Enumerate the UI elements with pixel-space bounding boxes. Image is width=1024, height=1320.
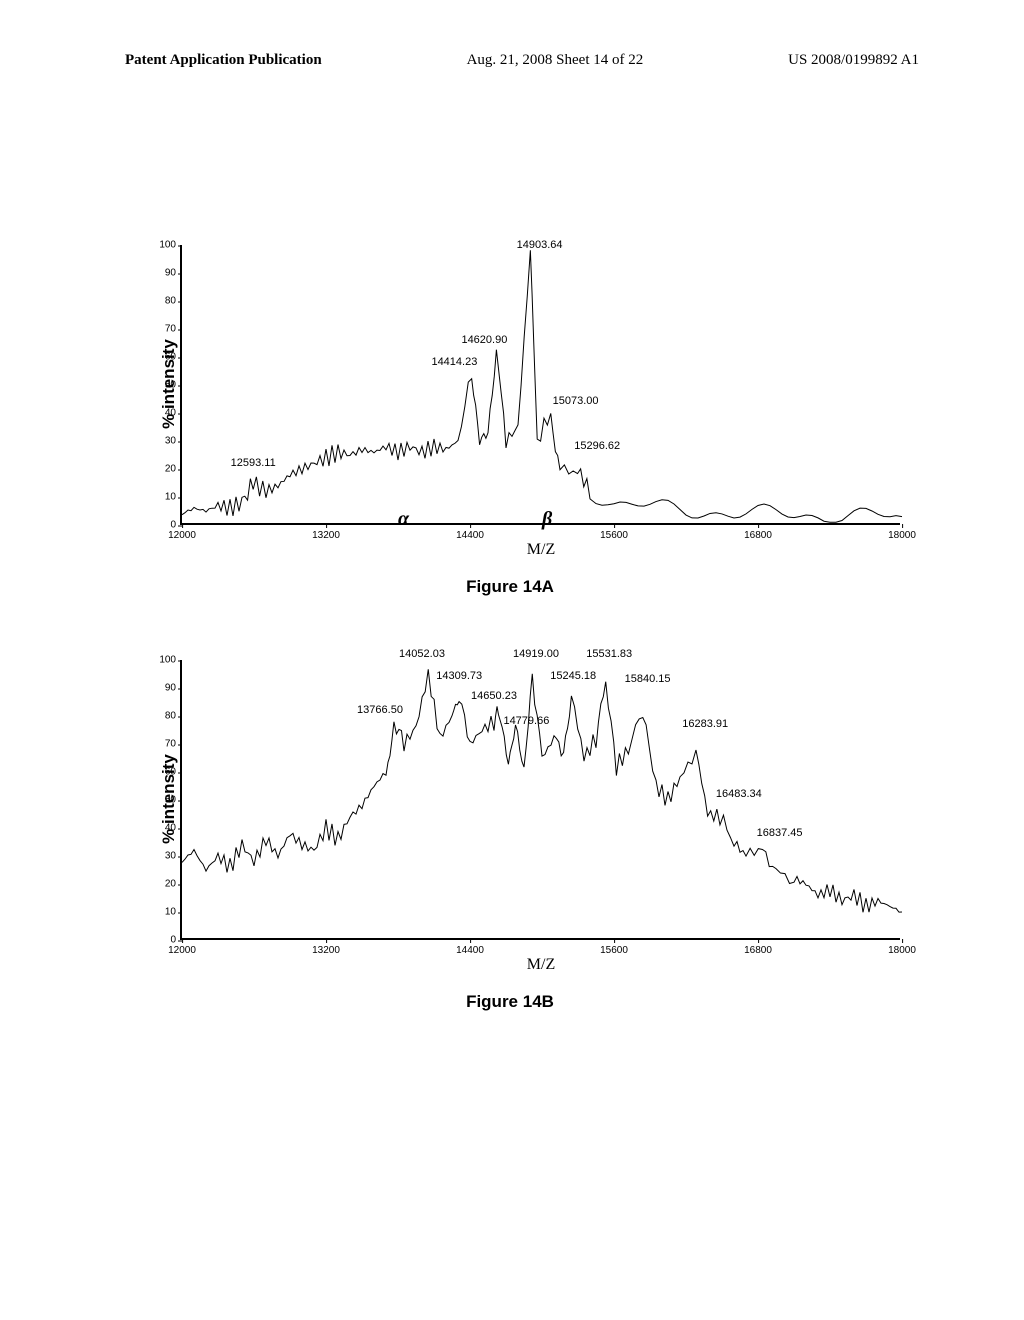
- x-tick: 18000: [888, 945, 916, 956]
- y-tick: 10: [152, 907, 176, 918]
- peak-label: 15245.18: [550, 670, 596, 682]
- chart-area-b: % intensity M/Z 010203040506070809010012…: [180, 660, 900, 940]
- x-axis-label: M/Z: [527, 541, 555, 559]
- x-tick: 15600: [600, 530, 628, 541]
- peak-label: 14779.66: [503, 715, 549, 727]
- x-tick: 14400: [456, 530, 484, 541]
- x-tick: 15600: [600, 945, 628, 956]
- peak-label: 14414.23: [431, 356, 477, 368]
- y-tick: 30: [152, 436, 176, 447]
- peak-label: 14309.73: [436, 670, 482, 682]
- y-tick: 70: [152, 324, 176, 335]
- header-middle: Aug. 21, 2008 Sheet 14 of 22: [467, 52, 644, 69]
- y-tick: 30: [152, 851, 176, 862]
- peak-label: 12593.11: [231, 457, 276, 469]
- peak-label: 15840.15: [625, 673, 671, 685]
- y-tick: 90: [152, 683, 176, 694]
- x-tick: 18000: [888, 530, 916, 541]
- y-tick: 0: [152, 520, 176, 531]
- x-tick: 16800: [744, 945, 772, 956]
- x-tick: 13200: [312, 945, 340, 956]
- header-right: US 2008/0199892 A1: [788, 52, 919, 69]
- figure-caption-a: Figure 14A: [466, 577, 554, 597]
- peak-label: 16483.34: [716, 788, 762, 800]
- x-tick: 12000: [168, 945, 196, 956]
- x-tick: 13200: [312, 530, 340, 541]
- x-tick: 14400: [456, 945, 484, 956]
- peak-label: 15531.83: [586, 648, 632, 660]
- y-tick: 70: [152, 739, 176, 750]
- header-left: Patent Application Publication: [125, 52, 322, 69]
- figure-caption-b: Figure 14B: [466, 992, 554, 1012]
- y-tick: 60: [152, 767, 176, 778]
- x-axis-label: M/Z: [527, 956, 555, 974]
- y-tick: 50: [152, 795, 176, 806]
- peak-label: 14650.23: [471, 690, 517, 702]
- figure-14a: % intensity M/Z 010203040506070809010012…: [120, 245, 900, 525]
- y-tick: 90: [152, 268, 176, 279]
- greek-label: α: [398, 508, 409, 531]
- y-tick: 80: [152, 711, 176, 722]
- peak-label: 15296.62: [574, 440, 620, 452]
- peak-label: 16283.91: [682, 718, 728, 730]
- y-tick: 0: [152, 935, 176, 946]
- y-tick: 100: [152, 240, 176, 251]
- y-tick: 20: [152, 879, 176, 890]
- y-tick: 60: [152, 352, 176, 363]
- x-tick: 12000: [168, 530, 196, 541]
- peak-label: 16837.45: [757, 827, 803, 839]
- page-header: Patent Application Publication Aug. 21, …: [0, 52, 1024, 69]
- peak-label: 14620.90: [461, 334, 507, 346]
- peak-label: 14903.64: [517, 239, 563, 251]
- greek-label: β: [542, 508, 552, 531]
- figure-14b: % intensity M/Z 010203040506070809010012…: [120, 660, 900, 940]
- spectrum-trace-b: [182, 660, 900, 938]
- peak-label: 14919.00: [513, 648, 559, 660]
- peak-label: 14052.03: [399, 648, 445, 660]
- y-tick: 80: [152, 296, 176, 307]
- y-tick: 100: [152, 655, 176, 666]
- y-tick: 50: [152, 380, 176, 391]
- y-tick: 40: [152, 408, 176, 419]
- spectrum-trace-a: [182, 245, 900, 523]
- peak-label: 13766.50: [357, 704, 403, 716]
- peak-label: 15073.00: [553, 395, 599, 407]
- y-tick: 40: [152, 823, 176, 834]
- y-tick: 10: [152, 492, 176, 503]
- x-tick: 16800: [744, 530, 772, 541]
- y-tick: 20: [152, 464, 176, 475]
- chart-area-a: % intensity M/Z 010203040506070809010012…: [180, 245, 900, 525]
